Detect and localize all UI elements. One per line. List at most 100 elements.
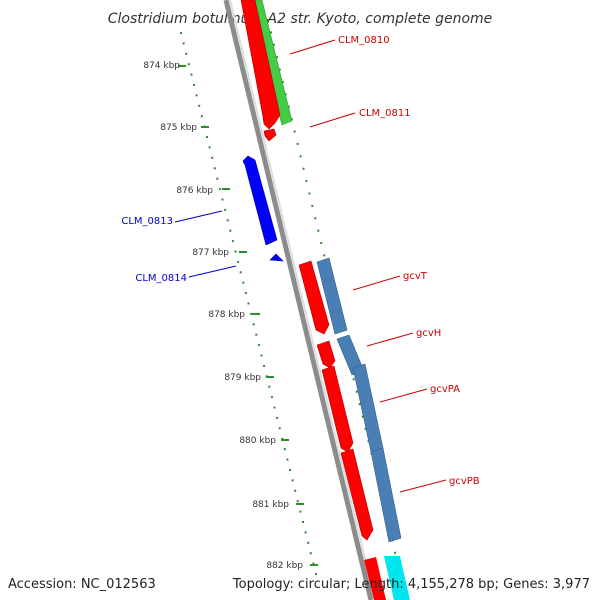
gene-label-CLM_0813[interactable]: CLM_0813 [121, 216, 173, 227]
gene-arrow-gcvPA[interactable] [321, 365, 354, 453]
gene-arrow-CLM_0811[interactable] [263, 128, 277, 142]
scale-dot [234, 250, 237, 253]
scale-dot [299, 510, 302, 513]
gene-arrow-gcvH[interactable] [316, 340, 336, 369]
scale-dot [206, 136, 208, 138]
scale-dot [255, 333, 258, 336]
gene-arrow-CLM_0814[interactable] [269, 253, 284, 262]
gene-arrow-gcvT[interactable] [298, 260, 330, 335]
steel-feature-gcvT [316, 257, 348, 335]
feature-dot [270, 31, 272, 34]
map-title: Clostridium botulinum A2 str. Kyoto, com… [108, 11, 493, 27]
scale-label-876: 876 kbp [176, 186, 213, 196]
feature-dot [278, 68, 281, 71]
red-feature-bottom [364, 557, 386, 600]
genome-backbone [223, 0, 374, 600]
scale-dot [242, 281, 245, 284]
feature-dot [320, 242, 323, 244]
callout-CLM_0810 [289, 39, 336, 55]
feature-dot [364, 427, 367, 430]
gene-callouts [174, 39, 447, 493]
scale-dot [195, 94, 198, 97]
gene-arrow-gcvPB[interactable] [340, 448, 374, 541]
scale-dot [239, 271, 242, 274]
feature-dot [302, 167, 305, 170]
gene-label-CLM_0810[interactable]: CLM_0810 [338, 35, 390, 46]
feature-dot [361, 415, 364, 418]
gene-label-CLM_0811[interactable]: CLM_0811 [359, 108, 411, 119]
scale-dot [291, 479, 294, 482]
scale-dot [187, 63, 190, 66]
scale-dot [268, 385, 271, 388]
feature-dot [272, 43, 275, 46]
callout-CLM_0813 [174, 210, 223, 223]
scale-dot [200, 115, 203, 118]
scale-dot [296, 500, 299, 503]
scale-label-882: 882 kbp [266, 561, 303, 571]
gene-label-gcvT[interactable]: gcvT [403, 271, 428, 282]
feature-dot [323, 254, 326, 257]
gene-arrow-CLM_0813[interactable] [242, 155, 278, 246]
scale-dot [270, 396, 273, 399]
scale-dot [193, 84, 195, 86]
scale-dot [213, 167, 216, 170]
scale-dot [289, 469, 291, 471]
scale-dot [231, 240, 234, 243]
callout-gcvPB [399, 479, 447, 493]
gene-arrow-CLM_0810[interactable] [240, 0, 281, 130]
scale-dot [283, 448, 286, 451]
scale-dot [250, 312, 253, 315]
scale-dot [281, 437, 284, 440]
scale-ticks [178, 65, 318, 566]
callout-gcvT [352, 275, 401, 291]
feature-dot [305, 180, 308, 183]
gene-label-gcvH[interactable]: gcvH [416, 328, 441, 339]
topology-summary: Topology: circular; Length: 4,155,278 bp… [232, 577, 590, 592]
scale-dot [312, 562, 315, 565]
scale-dot [208, 146, 211, 149]
scale-dot [237, 260, 240, 263]
scale-dot [286, 458, 289, 461]
callout-gcvH [366, 332, 414, 347]
scale-dot [216, 177, 219, 180]
steel-features [316, 257, 402, 543]
scale-dot [309, 552, 312, 555]
scale-dot [273, 406, 276, 409]
callout-gcvPA [379, 388, 428, 403]
gene-label-gcvPB[interactable]: gcvPB [449, 476, 480, 487]
feature-dot [314, 217, 317, 220]
scale-dot [276, 416, 279, 419]
feature-dot [267, 19, 269, 21]
feature-dot [355, 390, 358, 393]
scale-dot [247, 302, 250, 305]
scale-dot [244, 292, 247, 295]
gene-labels: CLM_0810 CLM_0811 CLM_0813 CLM_0814 gcvT… [121, 35, 479, 487]
accession-text: Accession: NC_012563 [8, 577, 156, 592]
cyan-feature-bottom [384, 556, 410, 600]
scale-dot [263, 364, 266, 367]
callout-CLM_0811 [309, 112, 356, 128]
scale-dot [185, 52, 188, 55]
scale-dot [182, 42, 185, 45]
gene-label-gcvPA[interactable]: gcvPA [430, 384, 460, 395]
scale-dot [260, 354, 263, 357]
scale-label-875: 875 kbp [160, 123, 197, 133]
scale-dot [190, 73, 193, 76]
scale-dot [221, 198, 224, 201]
scale-dot [257, 344, 260, 347]
backbone-shadow [229, 0, 376, 600]
gene-label-CLM_0814[interactable]: CLM_0814 [135, 273, 187, 284]
feature-dot [296, 142, 299, 145]
scale-labels: 874 kbp 875 kbp 876 kbp 877 kbp 878 kbp … [143, 61, 303, 571]
scale-label-881: 881 kbp [252, 500, 289, 510]
gene-arrows [240, 0, 386, 600]
scale-dot [229, 229, 232, 232]
feature-dot [358, 403, 361, 406]
feature-dot [299, 155, 302, 158]
scale-dot [224, 208, 227, 211]
scale-dot [198, 104, 201, 107]
feature-dot [284, 93, 287, 96]
scale-label-879: 879 kbp [224, 373, 261, 383]
feature-dot [308, 192, 311, 195]
